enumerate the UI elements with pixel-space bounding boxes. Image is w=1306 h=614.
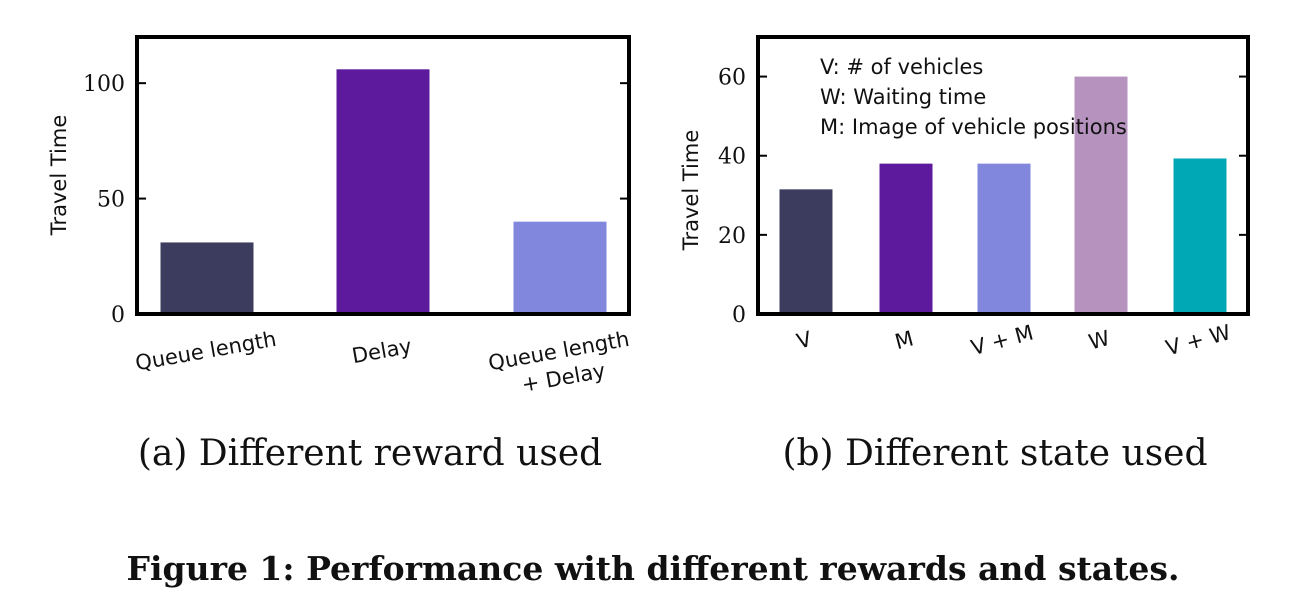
chart-b-category-2-line-1: M bbox=[892, 326, 916, 354]
chart-b-annotation-3: M: Image of vehicle positions bbox=[820, 115, 1127, 139]
chart-b-bar-2 bbox=[879, 163, 933, 314]
chart-b: 0 20 40 60 Travel Time V M V + M W V + W V: # o… bbox=[679, 35, 1250, 474]
chart-a-ytick-label-1: 0 bbox=[111, 303, 125, 328]
chart-b-annotation-2: W: Waiting time bbox=[820, 85, 986, 109]
chart-a: 0 50 100 Travel Time Queue length Delay Queu… bbox=[47, 35, 631, 474]
chart-b-ytick-label-3: 40 bbox=[718, 145, 746, 170]
chart-a-axes-frame bbox=[135, 35, 631, 316]
chart-b-ytick-label-4: 60 bbox=[718, 66, 746, 91]
chart-b-category-5-line-1: V + W bbox=[1163, 320, 1233, 360]
chart-a-category-2-line-1: Delay bbox=[350, 334, 413, 368]
chart-b-category-2: M bbox=[892, 326, 916, 354]
chart-a-ytick-label-2: 50 bbox=[97, 188, 125, 213]
chart-b-category-1-line-1: V bbox=[794, 327, 815, 354]
chart-a-bar-1 bbox=[160, 242, 254, 314]
chart-b-category-3: V + M bbox=[968, 320, 1035, 360]
chart-b-category-4-line-1: W bbox=[1086, 326, 1112, 355]
chart-b-ytick-label-2: 20 bbox=[718, 224, 746, 249]
chart-b-category-4: W bbox=[1086, 326, 1112, 355]
chart-a-bar-2 bbox=[336, 69, 430, 314]
chart-a-subcaption: (a) Different reward used bbox=[138, 433, 602, 474]
chart-b-category-1: V bbox=[794, 327, 815, 354]
chart-b-category-5: V + W bbox=[1163, 320, 1233, 360]
chart-b-bar-3 bbox=[977, 163, 1031, 314]
chart-a-category-1: Queue length bbox=[133, 327, 278, 375]
chart-b-bar-1 bbox=[779, 189, 833, 314]
chart-b-bar-5 bbox=[1173, 158, 1227, 314]
chart-a-ylabel: Travel Time bbox=[47, 115, 71, 237]
chart-a-ytick-label-3: 100 bbox=[83, 72, 125, 97]
chart-b-annotation-1: V: # of vehicles bbox=[820, 55, 983, 79]
figure-caption: Figure 1: Performance with different rew… bbox=[127, 549, 1180, 588]
chart-b-ylabel: Travel Time bbox=[679, 130, 703, 252]
chart-a-category-3: Queue length+ Delay bbox=[486, 327, 631, 397]
chart-b-ytick-label-1: 0 bbox=[732, 303, 746, 328]
chart-a-category-1-line-1: Queue length bbox=[133, 327, 278, 375]
chart-b-subcaption: (b) Different state used bbox=[782, 433, 1207, 474]
chart-b-bar-4 bbox=[1074, 76, 1128, 314]
chart-a-category-2: Delay bbox=[350, 334, 413, 368]
chart-b-axes-frame bbox=[756, 35, 1250, 316]
chart-a-bar-3 bbox=[513, 221, 607, 314]
chart-b-category-3-line-1: V + M bbox=[968, 320, 1035, 360]
